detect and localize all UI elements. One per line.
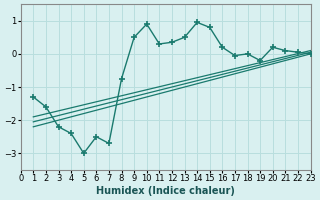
X-axis label: Humidex (Indice chaleur): Humidex (Indice chaleur): [96, 186, 235, 196]
